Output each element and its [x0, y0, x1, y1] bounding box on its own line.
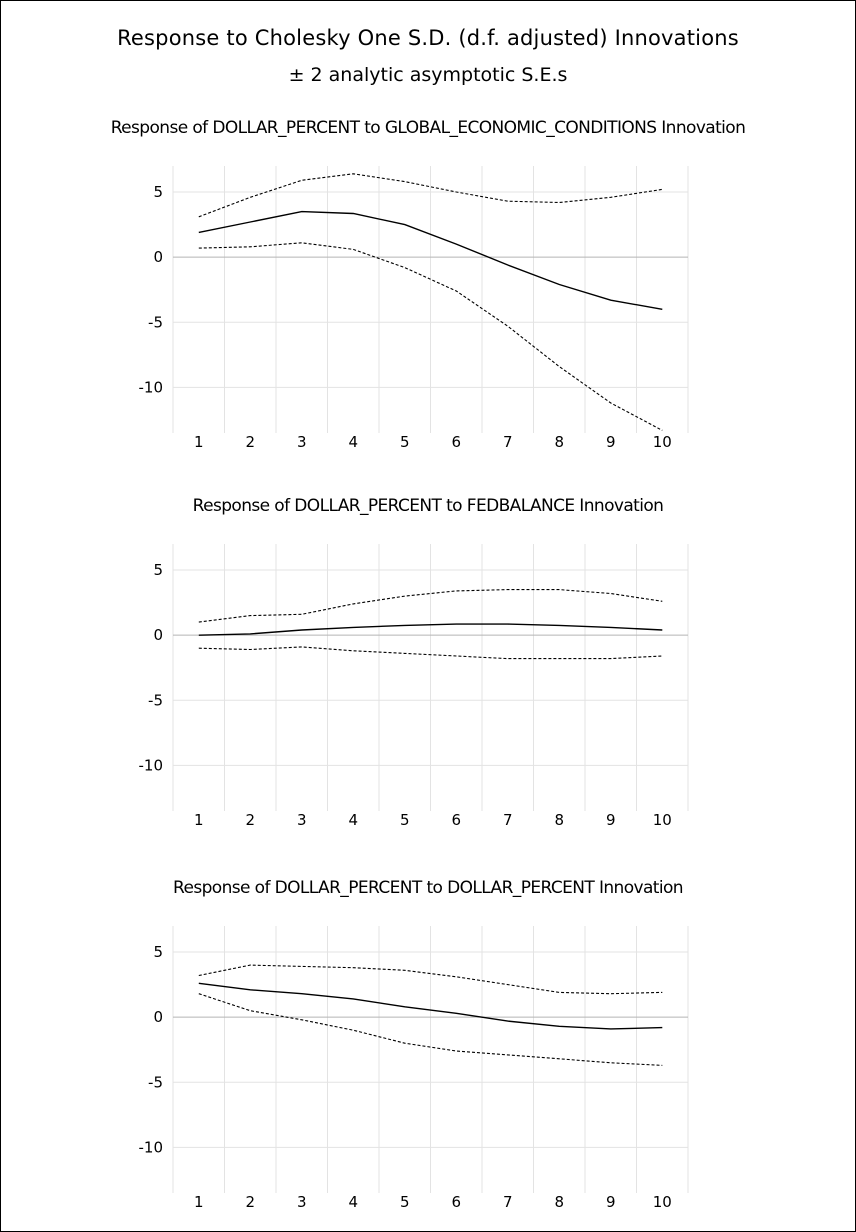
- x-tick-label: 3: [297, 811, 307, 829]
- x-tick-label: 10: [653, 1193, 672, 1211]
- x-tick-label: 7: [503, 811, 513, 829]
- x-tick-label: 6: [451, 1193, 461, 1211]
- x-tick-label: 5: [400, 1193, 410, 1211]
- y-tick-label: -5: [148, 1073, 163, 1091]
- x-tick-label: 9: [606, 811, 616, 829]
- panel-3-title: Response of DOLLAR_PERCENT to DOLLAR_PER…: [173, 878, 684, 898]
- y-tick-label: -5: [148, 313, 163, 331]
- panel-1-chart: 5 0 -5 -10 1 2 3 4 5 6 7 8 9 10: [139, 166, 689, 451]
- x-tick-label: 7: [503, 1193, 513, 1211]
- x-tick-label: 2: [245, 811, 255, 829]
- y-tick-label: 5: [153, 561, 163, 579]
- response-line: [198, 982, 663, 1030]
- x-tick-label: 2: [245, 1193, 255, 1211]
- response-line: [198, 623, 663, 636]
- x-tick-label: 3: [297, 433, 307, 451]
- lower-band-line: [198, 646, 663, 660]
- x-tick-label: 6: [451, 811, 461, 829]
- x-tick-label: 2: [245, 433, 255, 451]
- x-tick-label: 9: [606, 1193, 616, 1211]
- panel-3-chart: 5 0 -5 -10 1 2 3 4 5 6 7 8 9 10: [139, 926, 689, 1211]
- panel-2-chart: 5 0 -5 -10 1 2 3 4 5 6 7 8 9 10: [139, 544, 689, 829]
- x-tick-label: 8: [554, 433, 564, 451]
- y-tick-label: 0: [153, 1008, 163, 1026]
- x-tick-label: 4: [348, 1193, 358, 1211]
- y-tick-label: -10: [139, 1138, 164, 1156]
- y-tick-label: 0: [153, 248, 163, 266]
- x-tick-label: 3: [297, 1193, 307, 1211]
- x-tick-label: 8: [554, 1193, 564, 1211]
- x-tick-label: 1: [194, 433, 204, 451]
- y-tick-label: 5: [153, 943, 163, 961]
- y-tick-label: 0: [153, 626, 163, 644]
- x-tick-label: 5: [400, 433, 410, 451]
- x-tick-label: 10: [653, 433, 672, 451]
- x-tick-label: 8: [554, 811, 564, 829]
- x-tick-label: 1: [194, 1193, 204, 1211]
- response-line: [198, 210, 663, 310]
- x-tick-label: 4: [348, 433, 358, 451]
- y-tick-label: -10: [139, 378, 164, 396]
- panel-2-title: Response of DOLLAR_PERCENT to FEDBALANCE…: [192, 496, 664, 516]
- x-tick-label: 5: [400, 811, 410, 829]
- lower-band-line: [198, 993, 663, 1066]
- x-tick-label: 10: [653, 811, 672, 829]
- x-tick-label: 6: [451, 433, 461, 451]
- upper-band-line: [198, 589, 663, 623]
- figure-subtitle: ± 2 analytic asymptotic S.E.s: [288, 64, 568, 86]
- upper-band-line: [198, 173, 663, 218]
- y-tick-label: -10: [139, 756, 164, 774]
- lower-band-line: [198, 242, 663, 431]
- x-tick-label: 1: [194, 811, 204, 829]
- x-tick-label: 9: [606, 433, 616, 451]
- figure-title: Response to Cholesky One S.D. (d.f. adju…: [117, 26, 739, 50]
- y-tick-label: 5: [153, 183, 163, 201]
- x-tick-label: 4: [348, 811, 358, 829]
- y-tick-label: -5: [148, 691, 163, 709]
- x-tick-label: 7: [503, 433, 513, 451]
- panel-1-title: Response of DOLLAR_PERCENT to GLOBAL_ECO…: [110, 118, 746, 138]
